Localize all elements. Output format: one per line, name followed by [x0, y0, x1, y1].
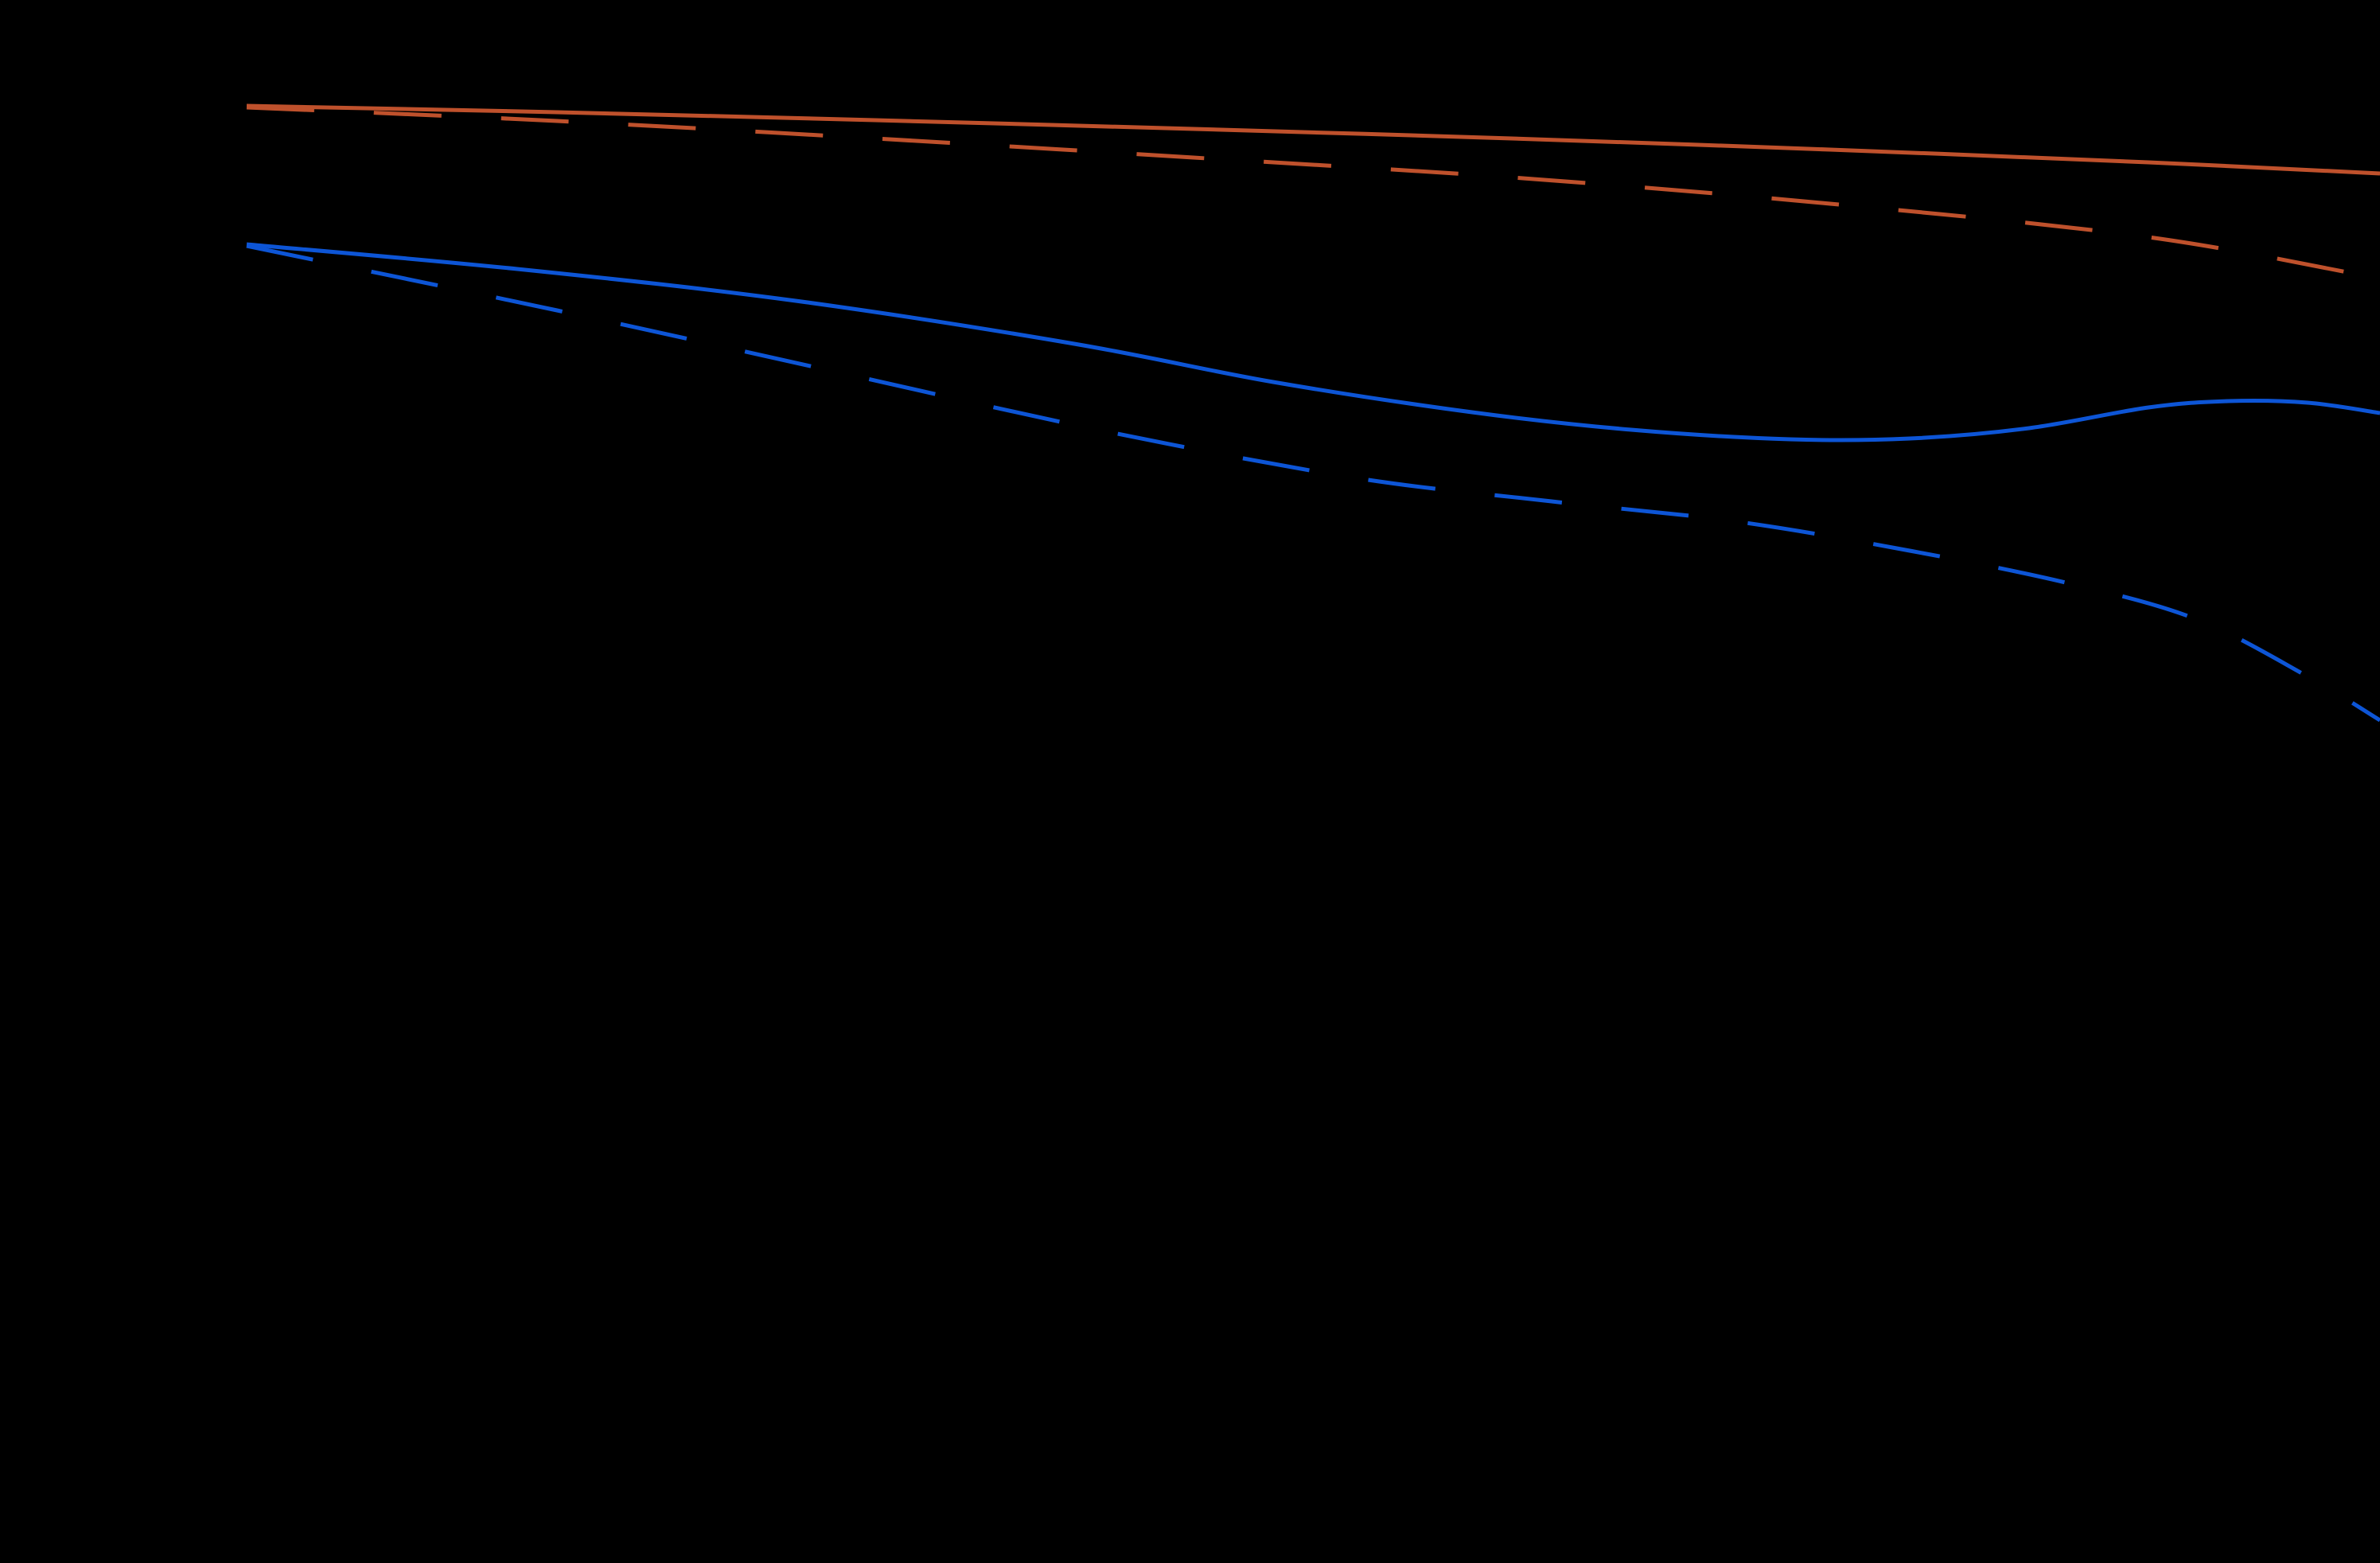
- series-orange-dashed-line: [246, 105, 2380, 281]
- series-orange-solid-line: [246, 103, 2380, 176]
- series-blue-dashed-line: [246, 244, 2380, 723]
- series-blue-solid-line: [246, 242, 2380, 442]
